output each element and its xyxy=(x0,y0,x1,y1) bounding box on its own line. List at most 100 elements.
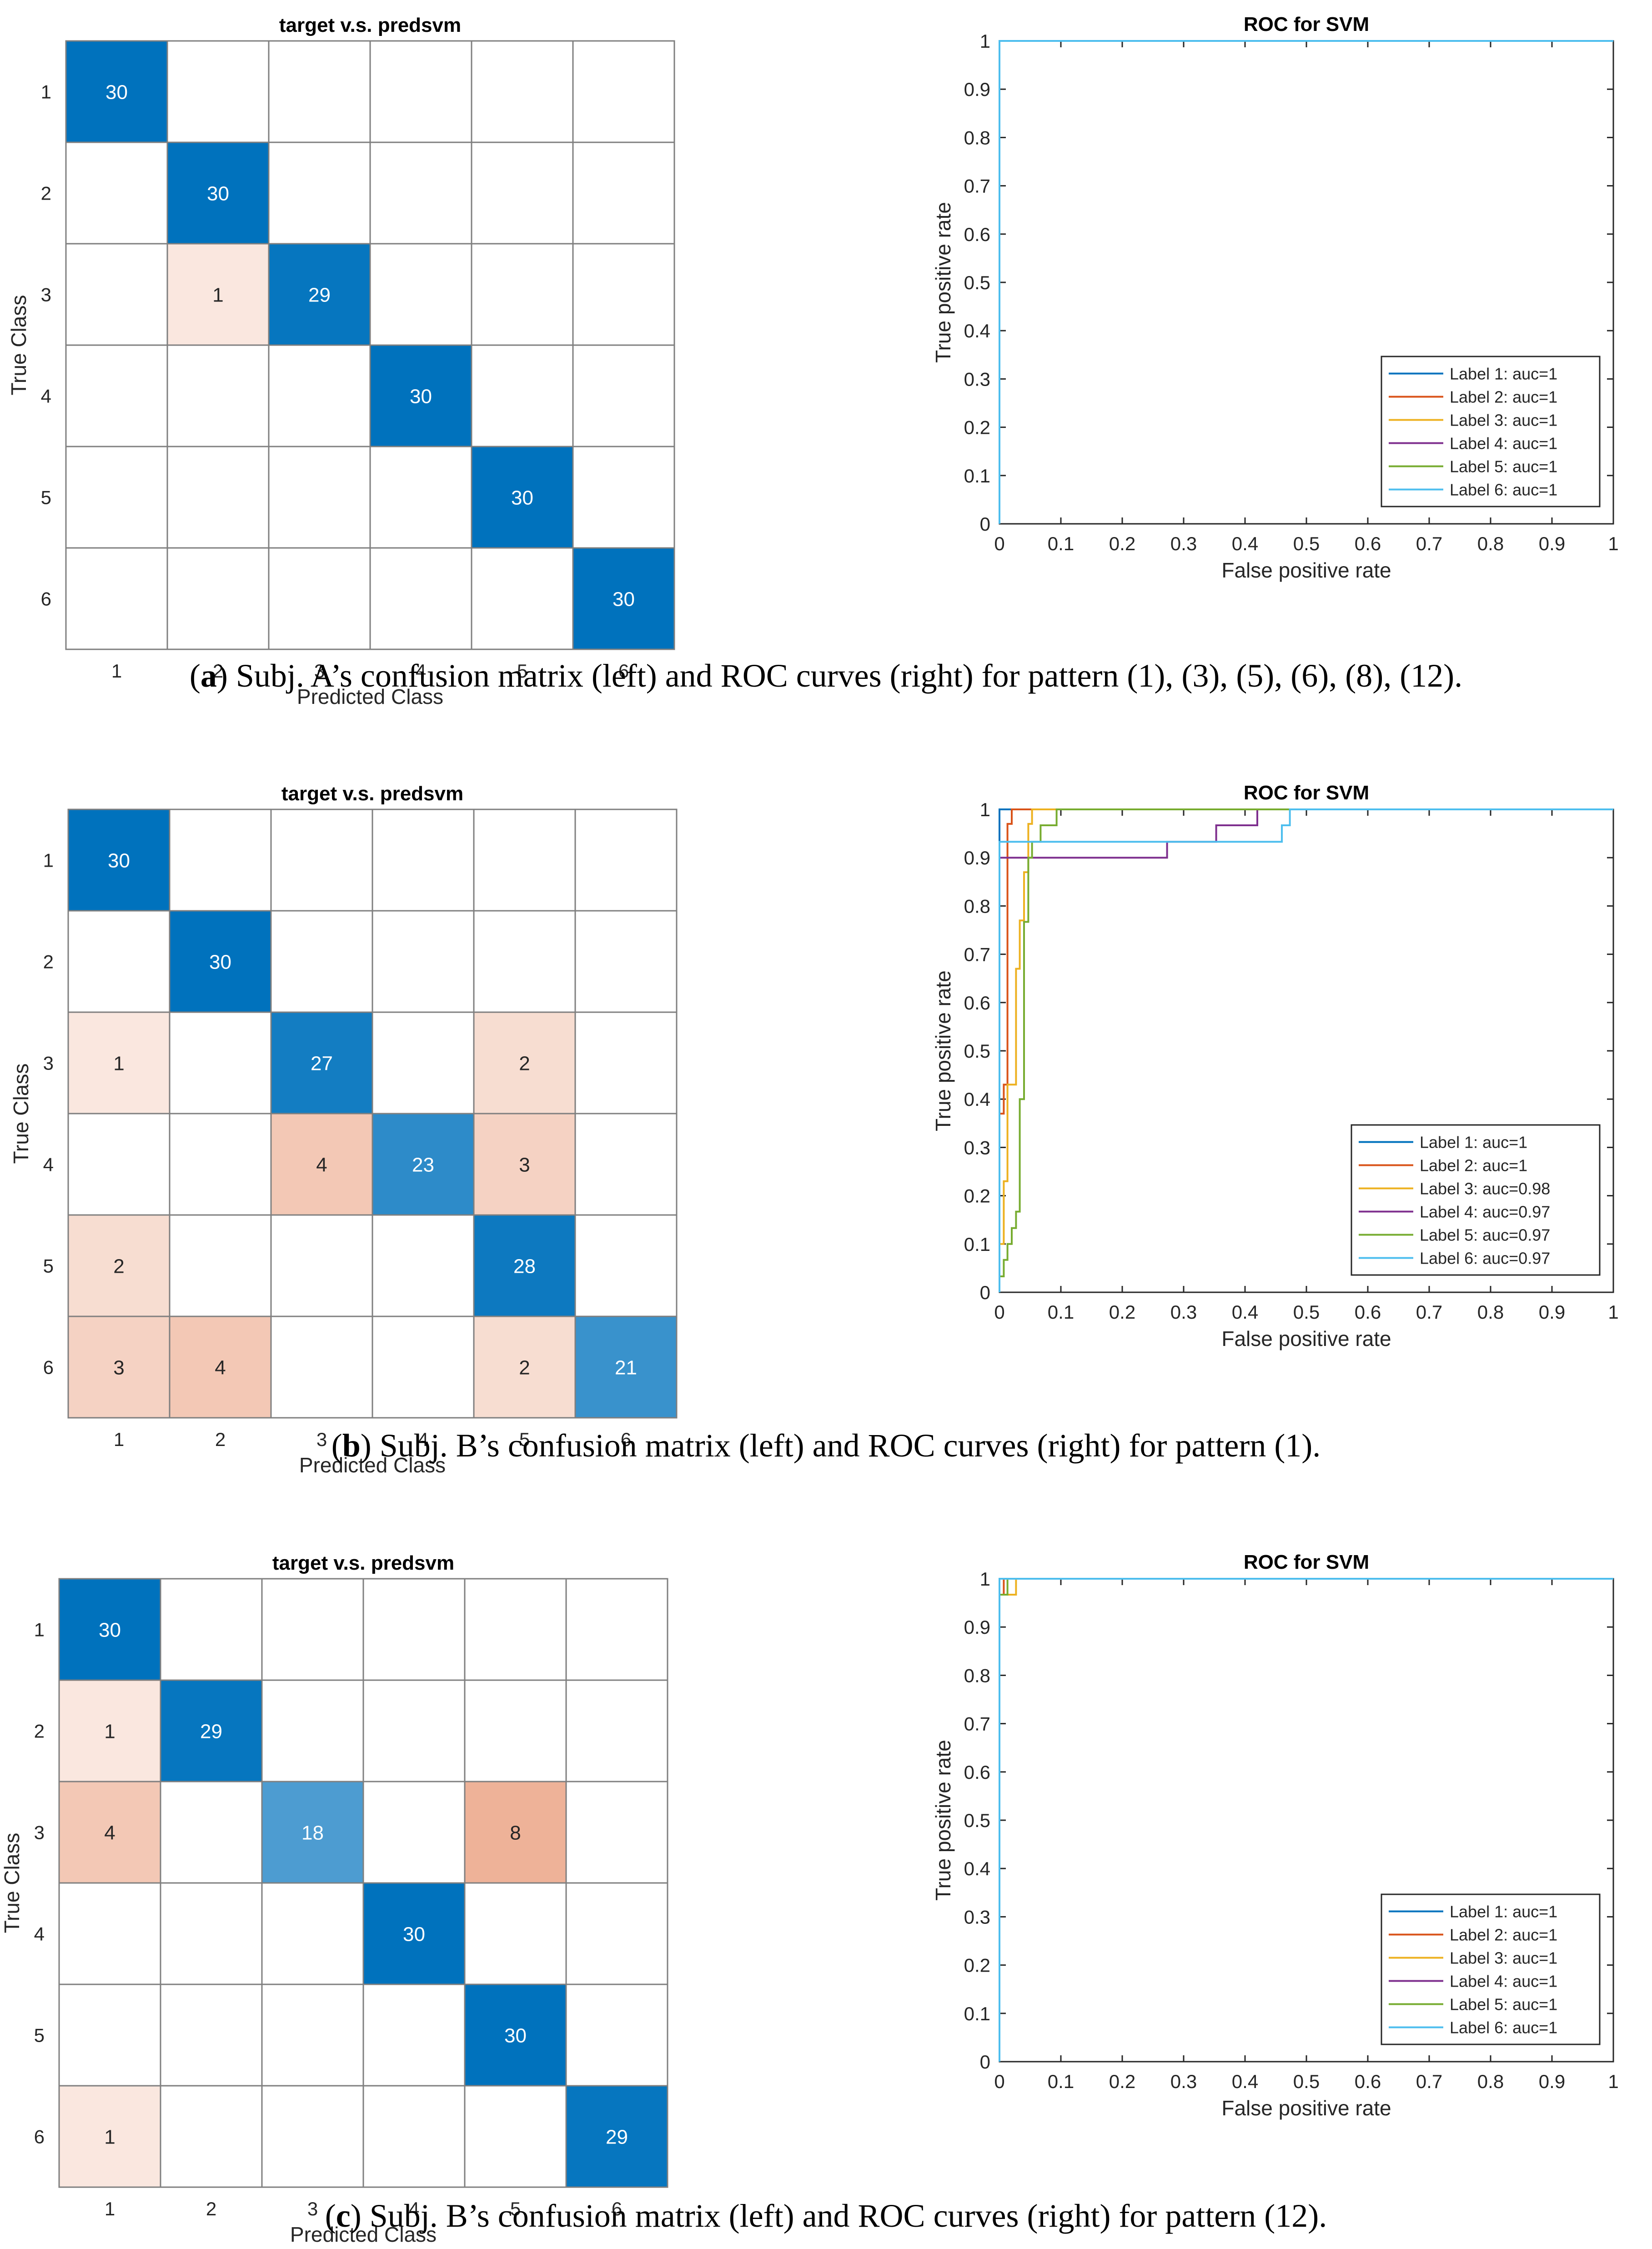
roc-legend-box xyxy=(1381,356,1601,507)
cm-cell xyxy=(362,1578,466,1681)
cm-cell xyxy=(58,1882,161,1985)
roc-xtick-label: 0.9 xyxy=(1539,1301,1565,1323)
cm-ytick-label: 1 xyxy=(41,81,51,103)
cm-cell xyxy=(166,547,270,650)
cm-xlabel: Predicted Class xyxy=(299,1453,446,1477)
roc-xtick-label: 0.2 xyxy=(1109,2071,1135,2092)
cm-cell-value: 30 xyxy=(410,386,432,408)
cm-cell xyxy=(362,1882,466,1985)
cm-cell xyxy=(471,344,574,447)
roc-ytick-label: 0.6 xyxy=(964,1762,990,1783)
roc-xtick-label: 0.5 xyxy=(1293,533,1320,554)
cm-ytick-label: 3 xyxy=(43,1053,54,1074)
roc-series-line-6 xyxy=(999,1578,1613,2062)
cm-cell xyxy=(65,40,168,143)
roc-ytick-label: 0.3 xyxy=(964,368,990,390)
roc-xtick-label: 0 xyxy=(994,2071,1004,2092)
cm-xtick-label: 2 xyxy=(215,1429,226,1450)
cm-cell xyxy=(160,1781,263,1884)
roc-legend-label: Label 1: auc=1 xyxy=(1450,1903,1557,1921)
cm-xtick-label: 4 xyxy=(409,2198,419,2219)
cm-cell xyxy=(369,547,472,650)
cm-cell xyxy=(473,1315,576,1419)
cm-ytick-label: 6 xyxy=(41,588,51,610)
cm-cell-value: 30 xyxy=(108,850,130,872)
roc-xtick-label: 0.9 xyxy=(1539,2071,1565,2092)
cm-ytick-label: 5 xyxy=(41,487,51,508)
cm-cell xyxy=(464,1679,567,1782)
cm-cell xyxy=(160,1882,263,1985)
roc-legend-label: Label 2: auc=1 xyxy=(1450,388,1557,407)
cm-xtick-label: 6 xyxy=(618,660,629,682)
cm-cell-value: 2 xyxy=(519,1053,530,1075)
roc-ytick-label: 0.9 xyxy=(964,79,990,100)
cm-ylabel: True Class xyxy=(9,1064,33,1164)
roc-xtick-label: 1 xyxy=(1608,2071,1618,2092)
cm-cell-value: 1 xyxy=(212,284,223,306)
cm-cell xyxy=(160,1679,263,1782)
cm-cell xyxy=(58,1781,161,1884)
roc-ytick-label: 0.2 xyxy=(964,1185,990,1207)
roc-xtick-label: 0.6 xyxy=(1355,1301,1381,1323)
cm-cell xyxy=(473,1011,576,1114)
roc-xtick-label: 0.1 xyxy=(1048,2071,1074,2092)
cm-cell xyxy=(369,344,472,447)
cm-cell-value: 3 xyxy=(519,1154,530,1176)
roc-xtick-label: 0 xyxy=(994,533,1004,554)
cm-cell xyxy=(166,344,270,447)
cm-cell xyxy=(471,547,574,650)
roc-ytick-label: 0.8 xyxy=(964,127,990,148)
roc-xlabel: False positive rate xyxy=(1221,558,1391,582)
cm-cell xyxy=(574,910,678,1013)
roc-legend-label: Label 4: auc=1 xyxy=(1450,434,1557,453)
cm-xtick-label: 5 xyxy=(519,1429,530,1450)
cm-cell-value: 29 xyxy=(308,284,331,306)
cm-cell-value: 18 xyxy=(301,1822,324,1844)
cm-cell xyxy=(572,243,675,346)
roc-ytick-label: 0.7 xyxy=(964,944,990,965)
roc-ytick-label: 0.2 xyxy=(964,417,990,438)
cm-cell xyxy=(362,1983,466,2087)
cm-cell xyxy=(261,1578,364,1681)
cm-cell xyxy=(268,243,371,346)
cm-cell xyxy=(261,2085,364,2188)
cm-cell-value: 4 xyxy=(104,1822,115,1844)
roc-xtick-label: 0.4 xyxy=(1232,2071,1258,2092)
roc-series-line-3 xyxy=(999,808,1613,1292)
cm-cell xyxy=(572,547,675,650)
cm-title: target v.s. predsvm xyxy=(281,783,463,805)
roc-legend-label: Label 3: auc=1 xyxy=(1450,411,1557,430)
cm-cell xyxy=(372,1011,475,1114)
cm-cell-value: 30 xyxy=(99,1619,121,1642)
cm-cell xyxy=(166,446,270,549)
cm-cell-value: 30 xyxy=(613,588,635,611)
cm-cell xyxy=(362,1781,466,1884)
roc-legend-label: Label 6: auc=1 xyxy=(1450,2018,1557,2037)
cm-cell xyxy=(464,1578,567,1681)
cm-cell xyxy=(565,1679,668,1782)
roc-xtick-label: 0.5 xyxy=(1293,2071,1320,2092)
roc-xtick-label: 0.4 xyxy=(1232,533,1258,554)
cm-cell xyxy=(268,40,371,143)
roc-chart-a: ROC for SVM 0 0.1 0.2 0.3 0.4 0.5 0.6 0.7 0.8 0.9 1… xyxy=(931,13,1619,582)
cm-cell xyxy=(268,141,371,245)
cm-cell xyxy=(464,2085,567,2188)
cm-cell-value: 8 xyxy=(510,1822,521,1844)
cm-xtick-label: 5 xyxy=(510,2198,521,2219)
cm-ytick-label: 1 xyxy=(43,850,54,871)
cm-cell xyxy=(65,344,168,447)
cm-cell xyxy=(473,808,576,912)
cm-cell xyxy=(471,243,574,346)
cm-ytick-label: 2 xyxy=(34,1721,45,1742)
cm-cell xyxy=(572,141,675,245)
caption-b: (b) Subj. B’s confusion matrix (left) an… xyxy=(331,1427,1321,1464)
roc-xtick-label: 0 xyxy=(994,1301,1004,1323)
caption-b-text: Subj. B’s confusion matrix (left) and RO… xyxy=(371,1427,1321,1464)
caption-a-letter: a xyxy=(200,658,217,694)
roc-legend-label: Label 2: auc=1 xyxy=(1420,1156,1527,1175)
roc-ytick-label: 0.1 xyxy=(964,465,990,487)
cm-cell xyxy=(471,40,574,143)
cm-cell xyxy=(369,243,472,346)
roc-xtick-label: 0.8 xyxy=(1477,2071,1504,2092)
roc-legend-label: Label 5: auc=0.97 xyxy=(1420,1226,1550,1245)
